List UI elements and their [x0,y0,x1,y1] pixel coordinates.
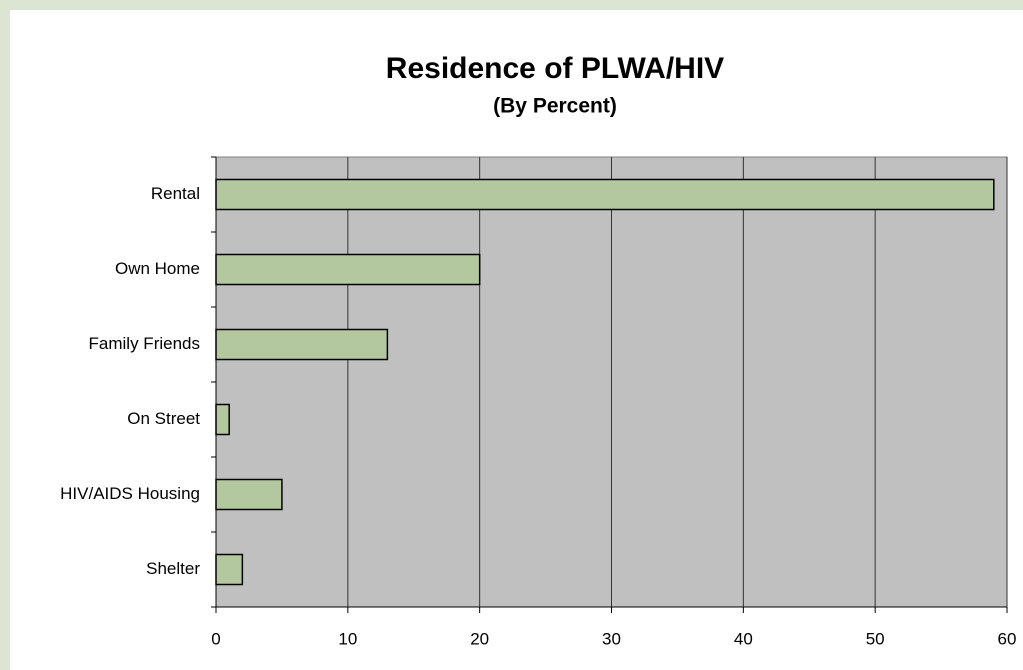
bar [215,403,230,436]
bar [215,478,283,511]
y-tick-label: On Street [127,409,200,428]
y-tick-label: Rental [151,184,200,203]
x-tick-label: 50 [866,629,885,648]
chart-title: Residence of PLWA/HIV [386,52,724,85]
x-tick-label: 10 [338,629,357,648]
x-tick-label: 30 [602,629,621,648]
bar [215,553,244,586]
x-tick-label: 40 [734,629,753,648]
bar [215,328,389,361]
bar [215,253,481,286]
y-tick-label: Family Friends [89,334,200,353]
y-tick-label: Own Home [115,259,200,278]
y-tick-label: Shelter [146,559,200,578]
x-tick-label: 20 [470,629,489,648]
y-tick-label: HIV/AIDS Housing [60,484,200,503]
bar [215,178,995,211]
chart-subtitle: (By Percent) [493,95,617,118]
x-tick-label: 60 [998,629,1017,648]
x-tick-label: 0 [211,629,220,648]
